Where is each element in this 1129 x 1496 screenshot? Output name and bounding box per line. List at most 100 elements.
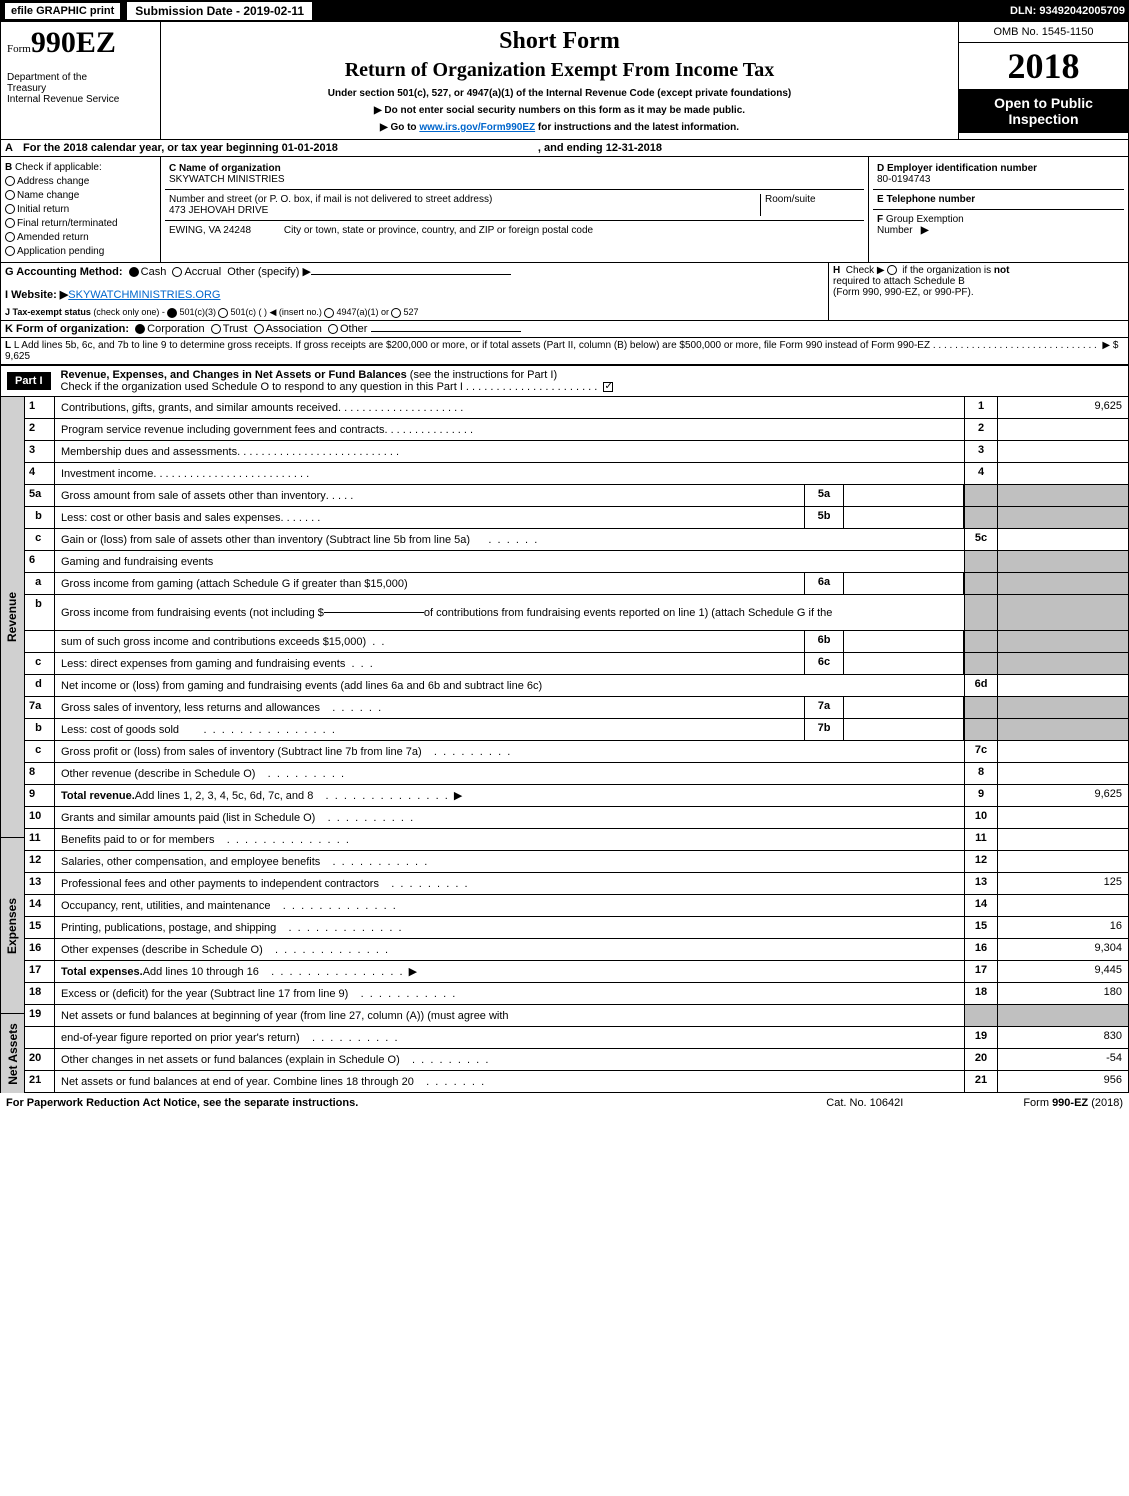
trust: Trust bbox=[223, 323, 248, 335]
line-6c: cLess: direct expenses from gaming and f… bbox=[25, 653, 1128, 675]
l4-val bbox=[998, 463, 1128, 484]
4947: 4947(a)(1) or bbox=[336, 307, 389, 317]
name-change-radio[interactable] bbox=[5, 190, 15, 200]
h-radio[interactable] bbox=[887, 265, 897, 275]
4947-radio[interactable] bbox=[324, 308, 334, 318]
501c3: 501(c)(3) bbox=[179, 307, 216, 317]
amended-return-radio[interactable] bbox=[5, 232, 15, 242]
line-21: 21Net assets or fund balances at end of … bbox=[25, 1071, 1128, 1093]
omb-number: OMB No. 1545-1150 bbox=[959, 22, 1128, 43]
l8-desc: Other revenue (describe in Schedule O) bbox=[61, 768, 255, 780]
l21-desc: Net assets or fund balances at end of ye… bbox=[61, 1076, 414, 1088]
l6b2-desc: sum of such gross income and contributio… bbox=[61, 636, 366, 648]
line-a-begin: For the 2018 calendar year, or tax year … bbox=[23, 142, 338, 154]
corp-radio[interactable] bbox=[135, 324, 145, 334]
line-7c: cGross profit or (loss) from sales of in… bbox=[25, 741, 1128, 763]
department-label: Department of theTreasuryInternal Revenu… bbox=[7, 72, 154, 105]
header-sub2: ▶ Do not enter social security numbers o… bbox=[167, 105, 952, 116]
l7c-desc: Gross profit or (loss) from sales of inv… bbox=[61, 746, 422, 758]
accrual-radio[interactable] bbox=[172, 267, 182, 277]
assoc-radio[interactable] bbox=[254, 324, 264, 334]
l8-val bbox=[998, 763, 1128, 784]
netassets-side-label: Net Assets bbox=[6, 1023, 20, 1085]
form-number: Form990EZ bbox=[7, 26, 154, 60]
submission-date: Submission Date - 2019-02-11 bbox=[127, 2, 312, 20]
line-7a: 7aGross sales of inventory, less returns… bbox=[25, 697, 1128, 719]
l3-desc: Membership dues and assessments bbox=[61, 446, 237, 458]
irs-link[interactable]: www.irs.gov/Form990EZ bbox=[419, 122, 535, 133]
d-label: D Employer identification number bbox=[877, 163, 1037, 174]
part-i-checkbox[interactable] bbox=[603, 382, 613, 392]
revenue-side-label: Revenue bbox=[6, 592, 20, 642]
other-org: Other bbox=[340, 323, 368, 335]
l6d-val bbox=[998, 675, 1128, 696]
b-label: Check if applicable: bbox=[15, 162, 102, 173]
website-link[interactable]: SKYWATCHMINISTRIES.ORG bbox=[68, 289, 220, 301]
efile-print-button[interactable]: efile GRAPHIC print bbox=[4, 2, 121, 20]
foot-year: (2018) bbox=[1088, 1097, 1123, 1109]
other-org-radio[interactable] bbox=[328, 324, 338, 334]
part-i-header: Part I Revenue, Expenses, and Changes in… bbox=[0, 365, 1129, 397]
line-1: 1Contributions, gifts, grants, and simil… bbox=[25, 397, 1128, 419]
i-label: I Website: ▶ bbox=[5, 289, 68, 301]
line-8: 8Other revenue (describe in Schedule O) … bbox=[25, 763, 1128, 785]
address-change-radio[interactable] bbox=[5, 176, 15, 186]
part-i-label: Part I bbox=[7, 372, 51, 390]
otp2: Inspection bbox=[1008, 111, 1078, 127]
l19-desc2: end-of-year figure reported on prior yea… bbox=[61, 1032, 300, 1044]
501c: 501(c) ( ) ◀ (insert no.) bbox=[230, 307, 321, 317]
app-pending: Application pending bbox=[17, 246, 104, 257]
l19-desc: Net assets or fund balances at beginning… bbox=[61, 1010, 509, 1022]
l6c-desc: Less: direct expenses from gaming and fu… bbox=[61, 658, 345, 670]
501c-radio[interactable] bbox=[218, 308, 228, 318]
l18-desc: Excess or (deficit) for the year (Subtra… bbox=[61, 988, 348, 1000]
initial-return-radio[interactable] bbox=[5, 204, 15, 214]
l-text: L Add lines 5b, 6c, and 7b to line 9 to … bbox=[14, 340, 930, 351]
accrual: Accrual bbox=[184, 266, 221, 278]
page-footer: For Paperwork Reduction Act Notice, see … bbox=[0, 1093, 1129, 1113]
foot-form-no: 990-EZ bbox=[1052, 1097, 1088, 1109]
line-15: 15Printing, publications, postage, and s… bbox=[25, 917, 1128, 939]
l6a-mid: 6a bbox=[804, 573, 844, 594]
final-return-radio[interactable] bbox=[5, 218, 15, 228]
trust-radio[interactable] bbox=[211, 324, 221, 334]
line-9: 9Total revenue. Add lines 1, 2, 3, 4, 5c… bbox=[25, 785, 1128, 807]
527-radio[interactable] bbox=[391, 308, 401, 318]
l20-desc: Other changes in net assets or fund bala… bbox=[61, 1054, 400, 1066]
line-4: 4Investment income . . . . . . . . . . .… bbox=[25, 463, 1128, 485]
l16-desc: Other expenses (describe in Schedule O) bbox=[61, 944, 263, 956]
e-label: E Telephone number bbox=[877, 194, 975, 205]
l5c-desc: Gain or (loss) from sale of assets other… bbox=[61, 534, 470, 546]
line-3: 3Membership dues and assessments . . . .… bbox=[25, 441, 1128, 463]
phone-box: E Telephone number bbox=[873, 190, 1124, 210]
assoc: Association bbox=[266, 323, 322, 335]
sub3a: Go to bbox=[390, 122, 419, 133]
sub2-text: Do not enter social security numbers on … bbox=[384, 105, 745, 116]
l5a-mid: 5a bbox=[804, 485, 844, 506]
l7a-mid: 7a bbox=[804, 697, 844, 718]
return-title: Return of Organization Exempt From Incom… bbox=[167, 59, 952, 82]
amended-return: Amended return bbox=[17, 232, 89, 243]
l15-val: 16 bbox=[998, 917, 1128, 938]
j-sub: (check only one) - bbox=[93, 307, 165, 317]
app-pending-radio[interactable] bbox=[5, 246, 15, 256]
l7b-desc: Less: cost of goods sold bbox=[61, 724, 179, 736]
l6b-mid: 6b bbox=[804, 631, 844, 652]
501c3-radio[interactable] bbox=[167, 308, 177, 318]
h-not: not bbox=[994, 265, 1010, 276]
l4-desc: Investment income bbox=[61, 468, 153, 480]
group-exemption-box: F Group ExemptionNumber ▶ bbox=[873, 210, 1124, 240]
line-2: 2Program service revenue including gover… bbox=[25, 419, 1128, 441]
l9-desc: Total revenue. bbox=[61, 790, 135, 802]
cash: Cash bbox=[141, 266, 167, 278]
l20-val: -54 bbox=[998, 1049, 1128, 1070]
h-d: (Form 990, 990-EZ, or 990-PF). bbox=[833, 287, 974, 298]
section-g-h: G Accounting Method: Cash Accrual Other … bbox=[0, 263, 1129, 321]
open-to-public: Open to PublicInspection bbox=[959, 89, 1128, 133]
l13-val: 125 bbox=[998, 873, 1128, 894]
cash-radio[interactable] bbox=[129, 267, 139, 277]
l10-val bbox=[998, 807, 1128, 828]
l6b-post: of contributions from fundraising events… bbox=[424, 607, 832, 619]
check-applicable: B Check if applicable: Address change Na… bbox=[1, 157, 161, 262]
line-13: 13Professional fees and other payments t… bbox=[25, 873, 1128, 895]
